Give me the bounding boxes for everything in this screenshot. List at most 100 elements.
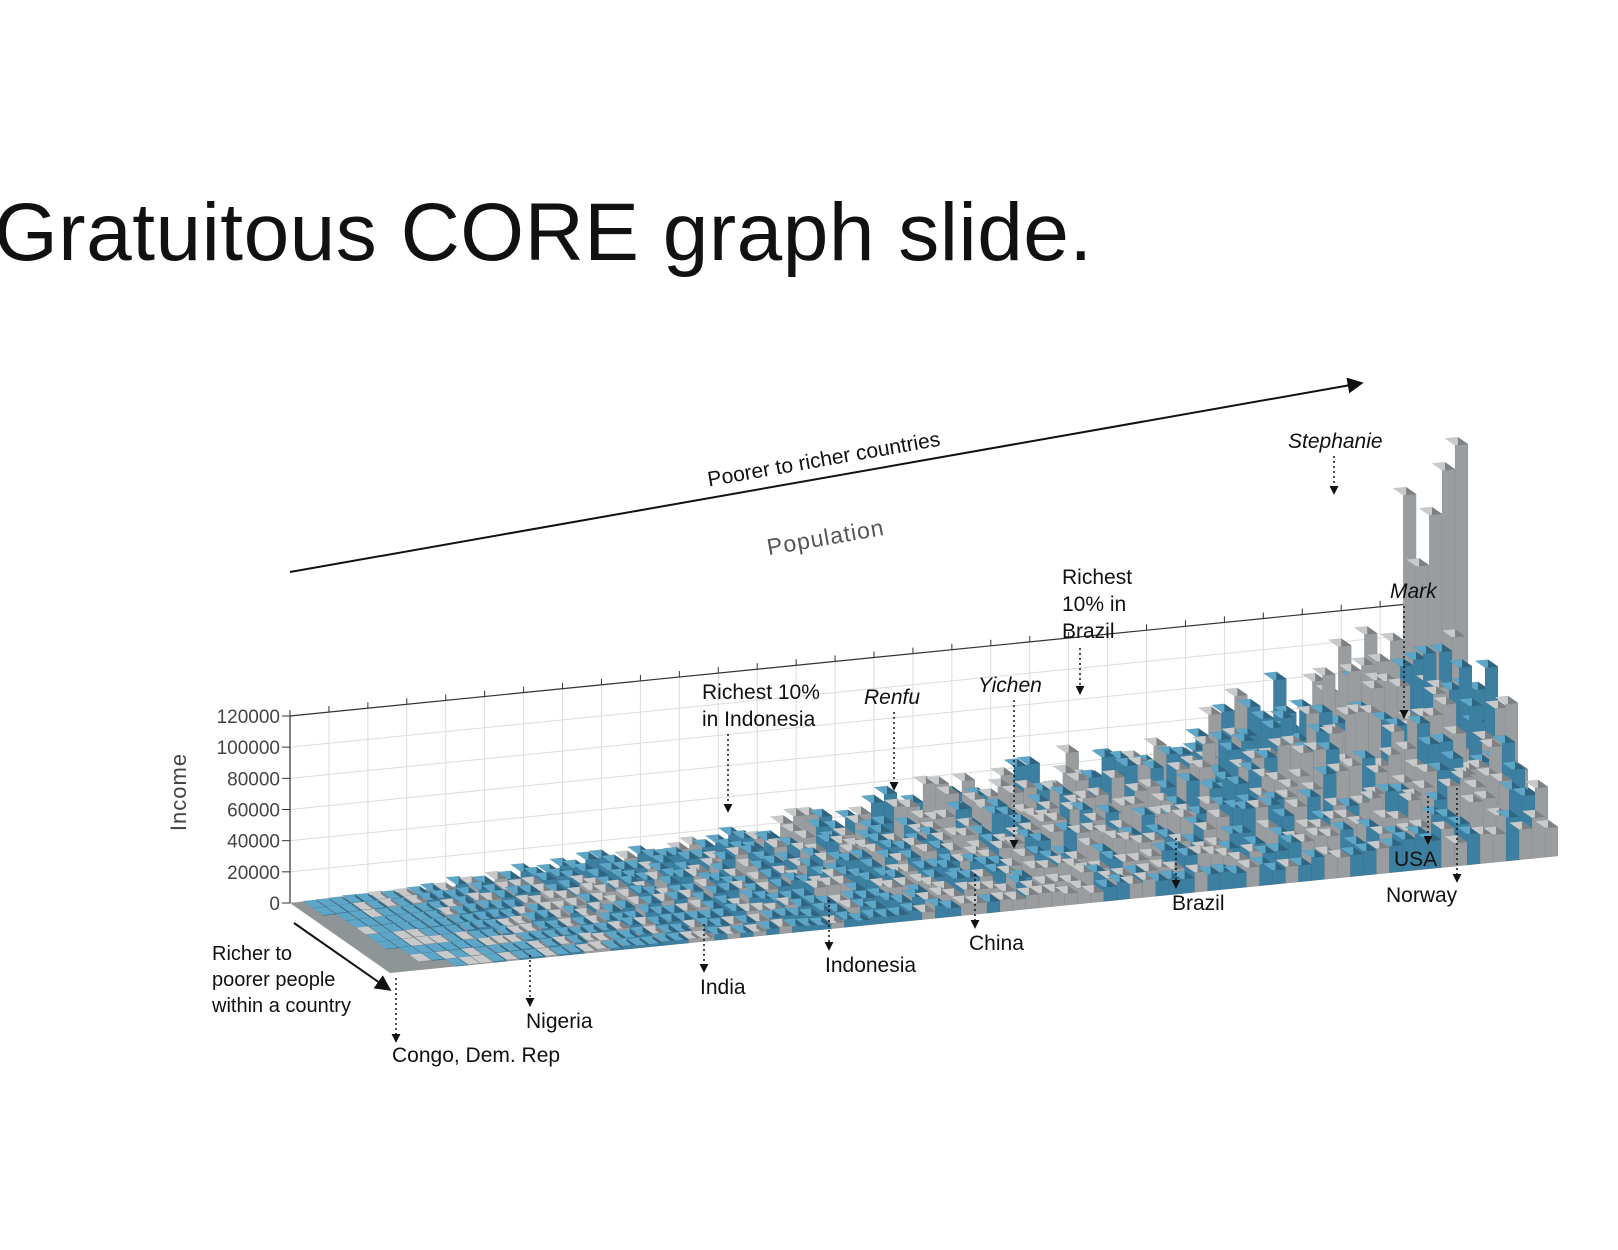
bar-front — [973, 901, 988, 915]
bar-side — [377, 900, 388, 910]
bar-side — [407, 921, 418, 931]
bar-side — [326, 906, 336, 915]
bar-side — [387, 907, 398, 917]
bar-side — [447, 950, 458, 959]
bar — [976, 893, 1001, 914]
bar-side — [453, 933, 464, 942]
bar-side — [384, 916, 395, 925]
bar-front — [1531, 816, 1546, 859]
country-label-brazil: Brazil — [1172, 892, 1225, 915]
bar-side — [351, 903, 362, 912]
bar-front — [1311, 855, 1325, 881]
bar — [1274, 858, 1300, 884]
y-axis: 0 20000 40000 60000 80000 100000 120000 — [217, 707, 290, 915]
bar-front — [986, 900, 1001, 914]
bar-side — [460, 949, 471, 957]
bar-front — [1090, 891, 1105, 904]
bar-side — [613, 940, 624, 950]
bar-front — [921, 911, 936, 920]
richer-to-poorer-label-line-3: within a country — [211, 995, 351, 1017]
bar-side — [538, 940, 549, 950]
bar-side — [574, 944, 585, 954]
bar-side — [367, 893, 378, 903]
bar-front — [1194, 870, 1208, 893]
bar — [768, 918, 793, 935]
bar — [846, 912, 871, 927]
bar-front — [766, 927, 780, 936]
bar-front — [1272, 868, 1286, 885]
bar-side — [499, 944, 510, 953]
bar-side — [404, 930, 415, 939]
bar-front — [779, 925, 793, 935]
country-label-india: India — [700, 976, 746, 999]
bar — [859, 908, 884, 926]
bar-side — [338, 904, 349, 914]
bar — [729, 924, 755, 939]
bar-front — [1479, 832, 1494, 865]
bar — [1222, 864, 1248, 889]
bar-front — [1012, 898, 1027, 911]
bar-front — [960, 902, 975, 917]
bar-side — [414, 937, 425, 946]
bar — [690, 929, 716, 943]
bar-front — [856, 919, 871, 927]
bar-side — [476, 939, 487, 948]
bar-side — [561, 946, 572, 955]
bar — [1508, 821, 1533, 861]
bar-side — [423, 911, 434, 921]
annotation-stephanie: Stephanie — [1288, 430, 1383, 453]
bar-side — [479, 930, 490, 939]
bar-side — [358, 919, 369, 928]
bar-side — [403, 897, 414, 907]
bar-side — [426, 902, 437, 913]
bar-side — [361, 910, 372, 919]
poorer-to-richer-arrow — [289, 377, 1364, 573]
annotation-renfu: Renfu — [864, 686, 920, 709]
bar-side — [436, 910, 447, 920]
richer-to-poorer-arrow — [293, 922, 392, 991]
bar-side — [466, 931, 477, 941]
bar-side — [424, 944, 435, 953]
bar-front — [727, 932, 741, 940]
bar-front — [1544, 826, 1559, 858]
annotation-richest-indonesia-line-1: Richest 10% — [702, 681, 820, 704]
bar-front — [1337, 856, 1351, 879]
bar-front — [1492, 833, 1507, 863]
bar-side — [411, 946, 422, 954]
y-tick-label-6: 120000 — [217, 707, 280, 728]
country-label-congo: Congo, Dem. Rep — [392, 1044, 560, 1067]
bar — [1391, 831, 1416, 872]
annotation-richest-brazil-line-1: Richest — [1062, 566, 1132, 589]
y-tick-label-5: 100000 — [217, 738, 280, 759]
bar — [820, 914, 845, 930]
bar-side — [430, 927, 441, 936]
top-edge — [289, 598, 1459, 717]
bar-front — [1129, 882, 1143, 900]
bar-front — [1440, 827, 1455, 868]
bar-front — [740, 931, 754, 939]
slide-title: Gratuitous CORE graph slide. — [0, 187, 1093, 278]
bar-side — [378, 933, 389, 942]
bar-side — [354, 894, 365, 904]
bar-front — [869, 915, 884, 926]
bar-side — [393, 890, 404, 900]
bar-front — [1376, 847, 1390, 875]
bar — [586, 940, 612, 953]
bar — [1534, 819, 1559, 858]
bar-side — [486, 946, 497, 955]
annotation-mark: Mark — [1390, 580, 1438, 603]
bar-front — [1155, 879, 1169, 897]
bar — [1365, 840, 1390, 875]
bar-front — [1233, 871, 1247, 889]
bar — [548, 946, 573, 957]
y-axis-label: Income — [166, 753, 191, 831]
annotation-richest-brazil-line-3: Brazil — [1062, 620, 1115, 643]
richer-to-poorer-label-line-1: Richer to — [212, 943, 292, 965]
bar-front — [1518, 828, 1533, 861]
bar-front — [714, 932, 728, 941]
bar-side — [440, 934, 451, 943]
bar-front — [1505, 816, 1520, 862]
bar-front — [1220, 870, 1234, 891]
bar-side — [463, 940, 474, 949]
bar-front — [1116, 880, 1130, 901]
